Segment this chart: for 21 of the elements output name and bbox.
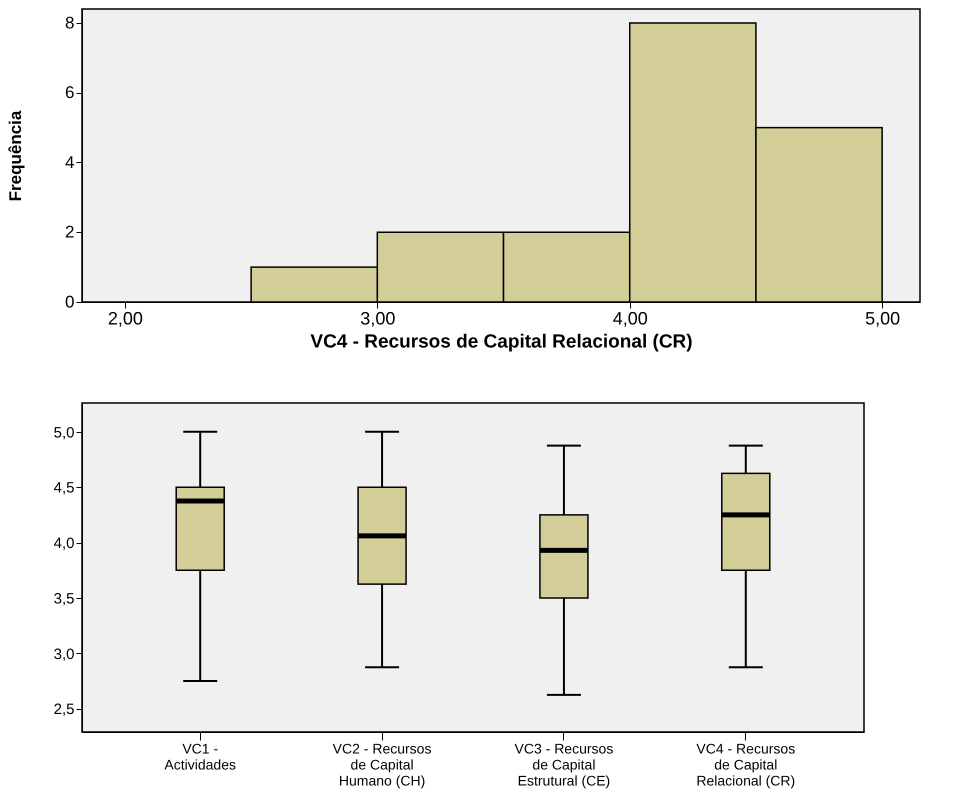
y-tick-label: 3,5 (54, 590, 74, 608)
x-tick-label: 5,00 (865, 308, 900, 328)
y-tick-label: 8 (65, 13, 74, 32)
y-tick-label: 2,5 (54, 701, 74, 718)
x-tick-label: VC4 - Recursos de Capital Relacional (CR) (696, 740, 796, 788)
y-tick-label: 6 (65, 83, 74, 102)
x-axis-title: VC4 - Recursos de Capital Relacional (CR) (310, 332, 693, 352)
x-tick-label: VC1 - Actividades (164, 740, 236, 772)
y-tick-label: 2 (65, 222, 74, 242)
y-tick-label: 5,0 (54, 424, 74, 442)
y-tick-label: 0 (65, 292, 74, 312)
y-tick-label: 4,5 (54, 480, 74, 497)
y-axis-title: Frequência (6, 110, 26, 202)
x-tick-label: 3,00 (360, 308, 396, 328)
y-tick-label: 3,0 (54, 646, 74, 663)
x-tick-label: VC3 - Recursos de Capital Estrutural (CE) (514, 740, 614, 788)
x-tick-label: VC2 - Recursos de Capital Humano (CH) (332, 740, 432, 788)
x-tick-label: 2,00 (108, 308, 143, 328)
y-tick-label: 4 (65, 152, 74, 172)
y-tick-label: 4,0 (54, 535, 74, 552)
x-tick-label: 4,00 (612, 308, 648, 328)
